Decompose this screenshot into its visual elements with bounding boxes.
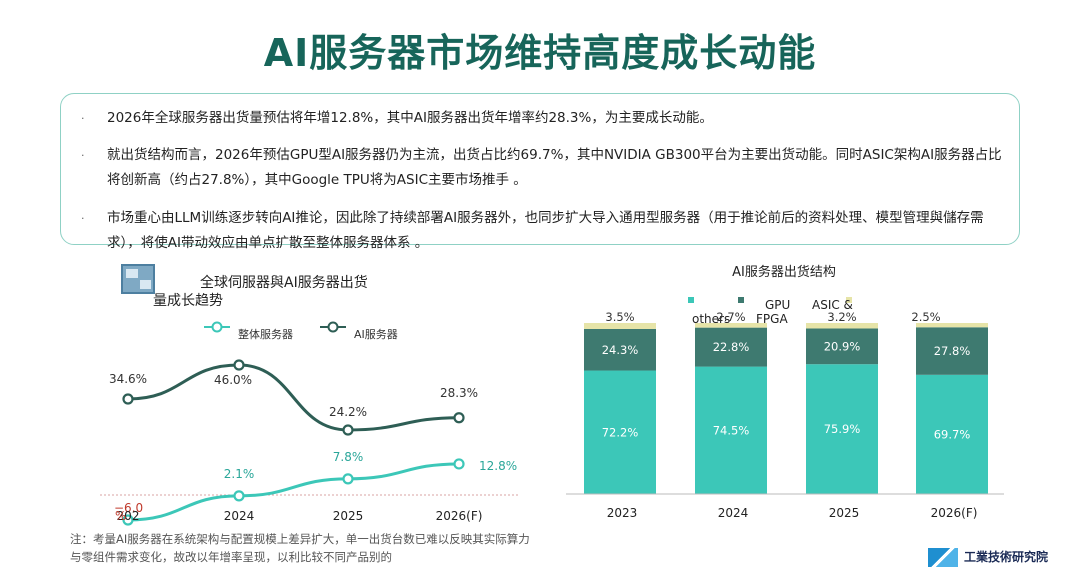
bar-value-label: 69.7% <box>934 427 971 441</box>
bar-value-label: 75.9% <box>824 422 861 436</box>
data-point <box>342 473 354 485</box>
bar-segment <box>584 323 656 329</box>
legend-label-ai: AI服务器 <box>354 328 398 341</box>
x-tick-label: 2024 <box>718 506 749 520</box>
bar-value-label: 2.7% <box>716 310 745 324</box>
data-label: 46.0% <box>214 373 252 387</box>
series-line-ai <box>127 363 460 432</box>
bar-segment <box>806 328 878 365</box>
data-point <box>233 359 245 371</box>
itri-logo: 工業技術研究院 <box>928 546 1080 567</box>
line-chart-title-cont: 量成长趋势 <box>153 293 223 309</box>
bar-segment <box>916 374 988 494</box>
series-line-total <box>127 462 460 522</box>
bar-value-label: 24.3% <box>602 343 639 357</box>
bar-value-label: 20.9% <box>824 339 861 353</box>
x-tick-label: 2024 <box>224 509 255 523</box>
bullet-marker: · <box>81 212 85 225</box>
axis-prefix: % <box>115 509 126 523</box>
bar-segment <box>806 364 878 494</box>
legend-swatch <box>738 297 744 303</box>
bar-segment <box>695 327 767 367</box>
legend-marker <box>327 321 339 333</box>
data-label: 34.6% <box>109 372 147 386</box>
data-label: 12.8% <box>479 459 517 473</box>
bullet-text: 2026年全球服务器出货量预估将年增12.8%，其中AI服务器出货年增率约28.… <box>107 110 713 126</box>
footnote: 注：考量AI服务器在系统架构与配置规模上差异扩大，单一出货台数已难以反映其实际算… <box>70 532 530 564</box>
logo-text: 工業技術研究院 <box>964 550 1049 564</box>
bar-segment <box>584 328 656 371</box>
x-tick-label: 202 <box>117 509 140 523</box>
data-label: 7.8% <box>333 450 364 464</box>
itri-logo-icon <box>928 548 958 567</box>
x-tick-label: 2026(F) <box>436 509 483 523</box>
data-point <box>342 424 354 436</box>
data-label: 2.1% <box>224 467 255 481</box>
data-point <box>122 393 134 405</box>
line-chart-title: 全球伺服器與AI服务器出货 <box>200 274 368 291</box>
bar-value-label: 2.5% <box>911 310 940 324</box>
bar-value-label: 72.2% <box>602 425 639 439</box>
bar-value-label: 22.8% <box>713 340 750 354</box>
legend-marker <box>211 321 223 333</box>
legend-swatch <box>688 297 694 303</box>
legend-label: others <box>692 312 730 326</box>
data-label: 24.2% <box>329 405 367 419</box>
bar-segment <box>916 327 988 375</box>
data-point <box>453 412 465 424</box>
page-title: AI服务器市场维持高度成长动能 <box>263 31 817 75</box>
bullet-1: · 2026年全球服务器出货量预估将年增12.8%，其中AI服务器出货年增率约2… <box>81 106 1011 131</box>
bar-value-label: 3.5% <box>605 310 634 324</box>
summary-panel: · 2026年全球服务器出货量预估将年增12.8%，其中AI服务器出货年增率约2… <box>60 93 1020 251</box>
bullet-text: 就出货结构而言，2026年预估GPU型AI服务器仍为主流，出货占比约69.7%，… <box>107 147 1002 188</box>
legend-label-total: 整体服务器 <box>238 327 293 341</box>
bullet-2: · 就出货结构而言，2026年预估GPU型AI服务器仍为主流，出货占比约69.7… <box>81 143 1011 193</box>
x-tick-label: 2023 <box>607 506 638 520</box>
bar-chart-title: AI服务器出货结构 <box>732 264 836 280</box>
x-tick-label: 2025 <box>333 509 364 523</box>
bar-value-label: 3.2% <box>827 310 856 324</box>
x-tick-label: 2026(F) <box>931 506 978 520</box>
bullet-marker: · <box>81 149 85 162</box>
data-point <box>122 514 134 526</box>
x-tick-label: 2025 <box>829 506 860 520</box>
data-label: −6.0 <box>114 501 143 515</box>
bar-segment <box>695 323 767 328</box>
data-point <box>233 490 245 502</box>
data-point <box>453 458 465 470</box>
bar-segment <box>916 323 988 328</box>
bar-segment <box>806 323 878 329</box>
bar-segment <box>584 370 656 494</box>
legend-label: ASIC & <box>812 298 853 312</box>
bar-value-label: 27.8% <box>934 344 971 358</box>
bullet-text: 市场重心由LLM训练逐步转向AI推论，因此除了持续部署AI服务器外，也同步扩大导… <box>107 210 984 251</box>
bar-segment <box>695 366 767 494</box>
bullet-marker: · <box>81 112 85 125</box>
legend-swatch <box>846 297 852 303</box>
data-label: 28.3% <box>440 386 478 400</box>
bar-value-label: 74.5% <box>713 423 750 437</box>
server-thumbnail-icon <box>121 264 155 294</box>
legend-label: FPGA <box>756 312 788 326</box>
legend-label: GPU <box>765 298 790 312</box>
bullet-3: · 市场重心由LLM训练逐步转向AI推论，因此除了持续部署AI服务器外，也同步扩… <box>81 206 1011 256</box>
